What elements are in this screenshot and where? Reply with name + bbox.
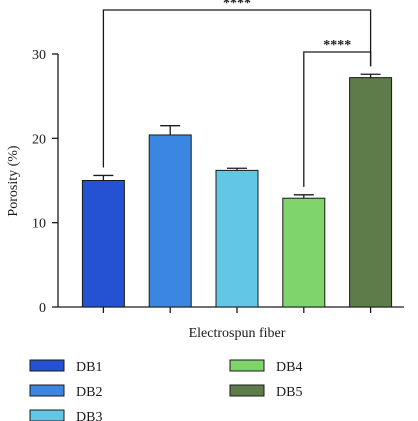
significance-label: ****	[323, 38, 351, 53]
legend: DB1 DB2 DB3 DB4 DB5	[29, 359, 302, 421]
y-tick-label: 0	[39, 301, 46, 316]
bar-db3	[215, 169, 259, 308]
bar-db5	[349, 77, 393, 308]
legend-label-db5: DB5	[276, 385, 302, 400]
legend-label-db3: DB3	[76, 410, 102, 421]
significance-bracket	[102, 9, 372, 168]
significance-bracket	[303, 51, 372, 187]
significance-group: **** ****	[102, 0, 372, 187]
y-tick-label: 30	[32, 48, 46, 63]
legend-swatch-db2	[29, 384, 65, 397]
y-axis-label: Porosity (%)	[6, 145, 21, 217]
y-tick-label: 10	[32, 217, 46, 232]
significance-label: ****	[223, 0, 251, 11]
bar-db4	[282, 197, 326, 308]
legend-label-db4: DB4	[276, 360, 302, 375]
legend-label-db2: DB2	[76, 385, 102, 400]
x-axis-label: Electrospun fiber	[189, 326, 286, 341]
bars-group	[81, 73, 393, 308]
legend-swatch-db5	[229, 384, 265, 397]
legend-label-db1: DB1	[76, 360, 102, 375]
legend-swatch-db4	[229, 359, 265, 372]
bar-db2	[148, 134, 192, 308]
y-tick-label: 20	[32, 132, 46, 147]
legend-swatch-db1	[29, 359, 65, 372]
legend-swatch-db3	[29, 409, 65, 421]
bar-db1	[81, 180, 125, 308]
